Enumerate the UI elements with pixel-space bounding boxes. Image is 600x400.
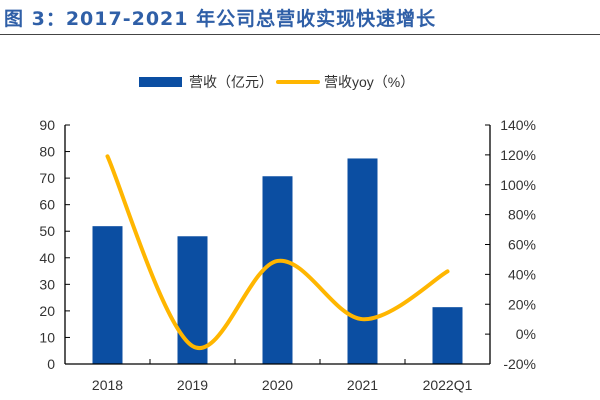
left-tick-label: 60 <box>39 197 55 213</box>
right-tick-label: 60% <box>508 237 536 253</box>
x-tick-label: 2021 <box>347 377 378 393</box>
right-tick-label: 40% <box>508 266 536 282</box>
bar-2021 <box>347 158 378 364</box>
legend-bar-label: 营收（亿元） <box>189 74 273 90</box>
right-tick-label: -20% <box>503 356 536 372</box>
left-tick-label: 10 <box>39 329 55 345</box>
right-tick-label: 20% <box>508 296 536 312</box>
right-tick-label: 0% <box>516 326 536 342</box>
x-tick-label: 2018 <box>92 377 123 393</box>
bar-2019 <box>177 236 208 364</box>
bar-2018 <box>92 226 123 364</box>
left-tick-label: 20 <box>39 303 55 319</box>
x-tick-label: 2022Q1 <box>423 377 473 393</box>
left-tick-label: 30 <box>39 276 55 292</box>
legend-line-label: 营收yoy（%） <box>324 74 414 90</box>
right-tick-label: 100% <box>500 177 536 193</box>
right-tick-label: 120% <box>500 147 536 163</box>
left-tick-label: 50 <box>39 223 55 239</box>
chart-title: 图 3：2017-2021 年公司总营收实现快速增长 <box>4 8 437 30</box>
right-tick-label: 80% <box>508 207 536 223</box>
legend-bar-swatch <box>139 77 182 87</box>
left-tick-label: 0 <box>47 356 55 372</box>
left-tick-label: 90 <box>39 117 55 133</box>
left-tick-label: 40 <box>39 250 55 266</box>
left-tick-label: 70 <box>39 170 55 186</box>
bar-2022Q1 <box>432 307 463 364</box>
bar-2020 <box>262 176 293 364</box>
left-tick-label: 80 <box>39 144 55 160</box>
title-divider <box>0 34 600 35</box>
yoy-line <box>105 154 450 351</box>
x-tick-label: 2020 <box>262 377 293 393</box>
right-tick-label: 140% <box>500 117 536 133</box>
x-tick-label: 2019 <box>177 377 208 393</box>
